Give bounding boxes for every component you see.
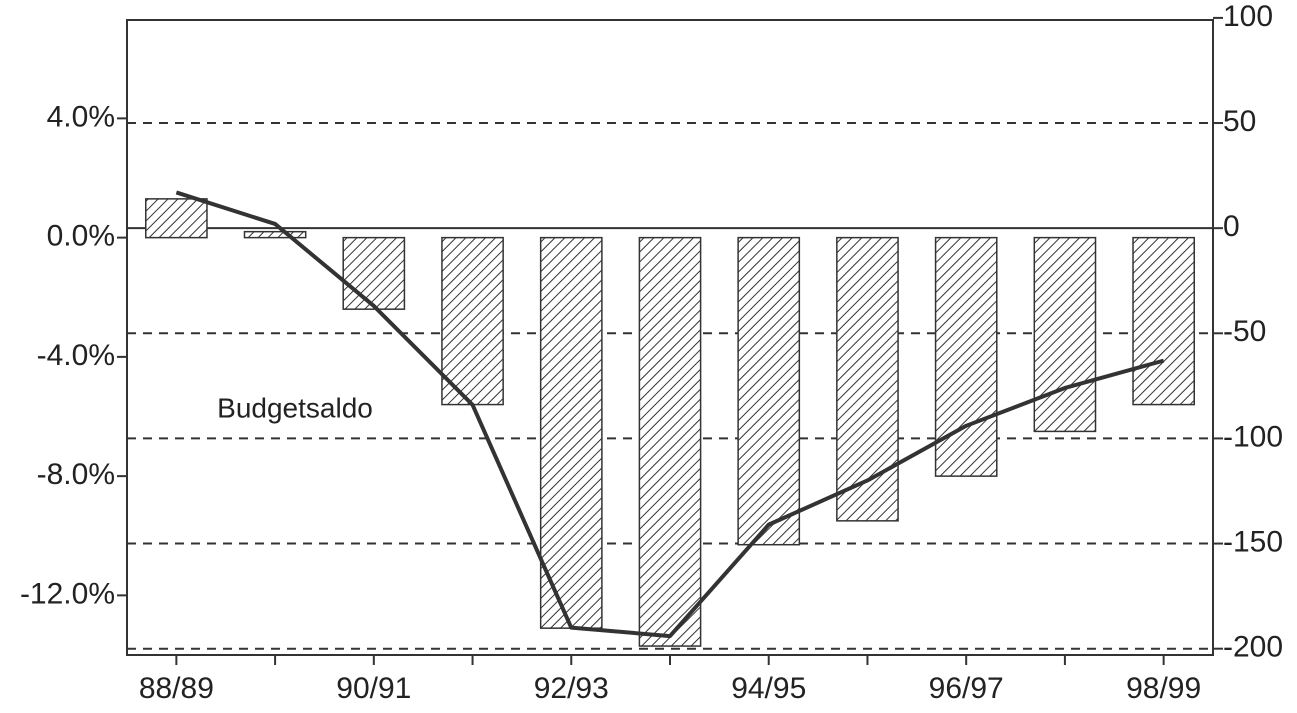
y-tick-label: -8.0% [37, 458, 115, 491]
bar [1132, 236, 1195, 406]
bar [441, 236, 504, 406]
x-tick-label: 88/89 [139, 672, 214, 705]
y2-tick-label: 50 [1223, 105, 1256, 138]
bar [1033, 236, 1097, 433]
y-tick-label: -12.0% [20, 577, 115, 610]
x-tick-label: 96/97 [929, 672, 1004, 705]
y2-tick-label: 100 [1223, 0, 1273, 33]
y2-tick-label: -50 [1223, 315, 1266, 348]
bar [243, 230, 307, 239]
bar [342, 236, 406, 310]
y-tick-label: -4.0% [37, 339, 115, 372]
bar [836, 236, 899, 522]
y2-tick-label: -150 [1223, 525, 1283, 558]
line [175, 190, 1165, 639]
x-tick-label: 98/99 [1126, 672, 1201, 705]
bar [934, 236, 998, 477]
bar [145, 198, 208, 239]
x-tick-label: 94/95 [731, 672, 806, 705]
bar [638, 236, 702, 647]
y-tick-label: 0.0% [47, 220, 115, 253]
annotation: Budgetsaldo [217, 392, 373, 423]
bar [539, 236, 603, 629]
y2-tick-label: -100 [1223, 420, 1283, 453]
y-tick-label: 4.0% [47, 100, 115, 133]
x-tick-label: 90/91 [336, 672, 411, 705]
x-tick-label: 92/93 [534, 672, 609, 705]
y2-tick-label: -200 [1223, 631, 1283, 664]
y2-tick-label: 0 [1223, 210, 1240, 243]
bar [737, 236, 801, 546]
